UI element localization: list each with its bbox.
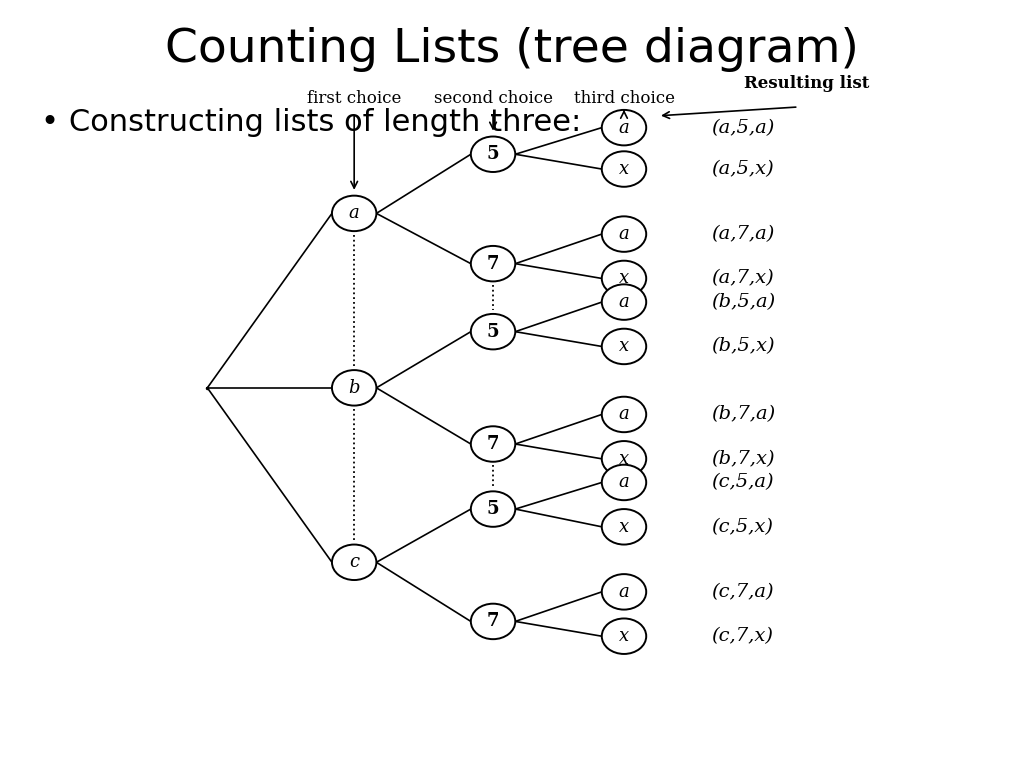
Text: (a,5,a): (a,5,a) <box>712 118 775 137</box>
Text: Resulting list: Resulting list <box>743 75 869 92</box>
Text: 7: 7 <box>486 255 500 273</box>
Ellipse shape <box>332 545 377 580</box>
Text: (b,7,a): (b,7,a) <box>712 406 775 423</box>
Text: 5: 5 <box>486 145 500 164</box>
Text: x: x <box>618 518 629 536</box>
Text: • Constructing lists of length three:: • Constructing lists of length three: <box>41 108 582 137</box>
Text: 7: 7 <box>486 435 500 453</box>
Ellipse shape <box>602 465 646 500</box>
Ellipse shape <box>602 110 646 145</box>
Text: a: a <box>618 406 630 423</box>
Text: a: a <box>618 118 630 137</box>
Text: a: a <box>618 583 630 601</box>
Ellipse shape <box>602 574 646 610</box>
Ellipse shape <box>471 314 515 349</box>
Text: x: x <box>618 160 629 178</box>
Text: x: x <box>618 337 629 356</box>
Text: (b,5,a): (b,5,a) <box>712 293 775 311</box>
Text: a: a <box>349 204 359 223</box>
Ellipse shape <box>602 441 646 476</box>
Ellipse shape <box>602 509 646 545</box>
Ellipse shape <box>332 196 377 231</box>
Ellipse shape <box>471 137 515 172</box>
Text: a: a <box>618 293 630 311</box>
Text: (c,5,a): (c,5,a) <box>712 473 774 492</box>
Ellipse shape <box>471 604 515 639</box>
Text: Counting Lists (tree diagram): Counting Lists (tree diagram) <box>165 28 859 72</box>
Text: third choice: third choice <box>573 90 675 107</box>
Text: a: a <box>618 225 630 243</box>
Ellipse shape <box>602 397 646 432</box>
Text: (c,5,x): (c,5,x) <box>712 518 773 536</box>
Ellipse shape <box>602 151 646 187</box>
Ellipse shape <box>471 492 515 527</box>
Ellipse shape <box>602 618 646 654</box>
Text: 5: 5 <box>486 323 500 341</box>
Ellipse shape <box>602 329 646 364</box>
Text: x: x <box>618 270 629 287</box>
Text: (c,7,a): (c,7,a) <box>712 583 774 601</box>
Text: x: x <box>618 450 629 468</box>
Ellipse shape <box>602 260 646 296</box>
Text: first choice: first choice <box>307 90 401 107</box>
Text: x: x <box>618 627 629 645</box>
Text: (a,7,x): (a,7,x) <box>712 270 774 287</box>
Ellipse shape <box>602 217 646 252</box>
Ellipse shape <box>471 246 515 281</box>
Text: (b,5,x): (b,5,x) <box>712 337 775 356</box>
Ellipse shape <box>602 284 646 319</box>
Text: (c,7,x): (c,7,x) <box>712 627 773 645</box>
Text: 7: 7 <box>486 612 500 631</box>
Ellipse shape <box>471 426 515 462</box>
Ellipse shape <box>332 370 377 406</box>
Text: second choice: second choice <box>433 90 553 107</box>
Text: a: a <box>618 473 630 492</box>
Text: b: b <box>348 379 359 397</box>
Text: (b,7,x): (b,7,x) <box>712 450 775 468</box>
Text: c: c <box>349 553 359 571</box>
Text: 5: 5 <box>486 500 500 518</box>
Text: (a,5,x): (a,5,x) <box>712 160 774 178</box>
Text: (a,7,a): (a,7,a) <box>712 225 775 243</box>
